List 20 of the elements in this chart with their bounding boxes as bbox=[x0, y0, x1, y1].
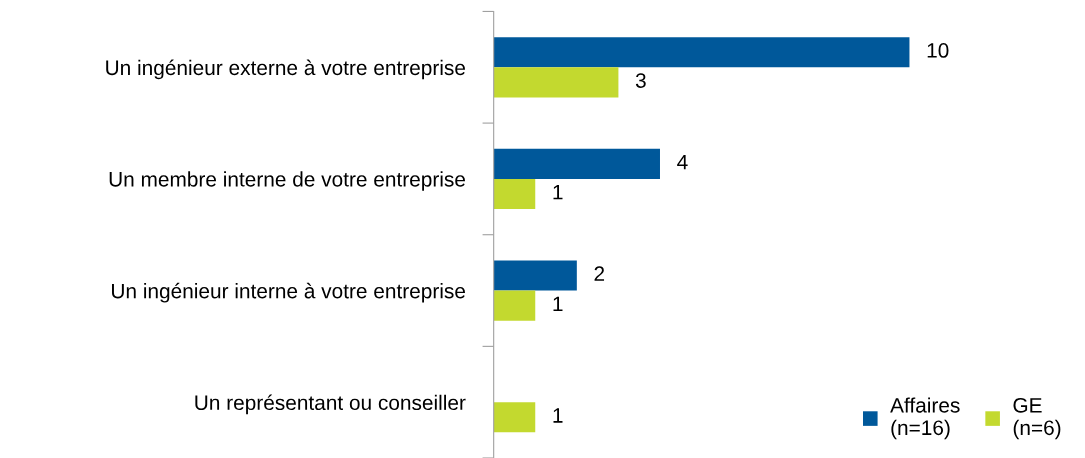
bar bbox=[493, 37, 910, 68]
y-tick-label: Un membre interne de votre entreprise bbox=[109, 171, 465, 191]
y-tick-label: Un représentant ou conseiller bbox=[195, 394, 466, 415]
y-tick-label: Un ingénieur interne à votre entreprise bbox=[112, 282, 465, 303]
data-label: 3 bbox=[635, 73, 646, 88]
bar bbox=[493, 260, 577, 291]
legend-label: Affaires (n=16) bbox=[890, 397, 960, 440]
data-label: 1 bbox=[553, 408, 563, 423]
bar bbox=[493, 67, 619, 98]
bar bbox=[493, 290, 536, 321]
data-label: 1 bbox=[553, 296, 563, 311]
data-label: 2 bbox=[594, 266, 605, 281]
bar bbox=[493, 148, 660, 179]
bar bbox=[493, 178, 536, 210]
y-tick-label: Un ingénieur externe à votre entreprise bbox=[106, 59, 465, 80]
data-label: 1 bbox=[553, 185, 563, 200]
data-label: 4 bbox=[677, 154, 688, 170]
legend-label: GE (n=6) bbox=[1013, 397, 1061, 440]
bar bbox=[493, 402, 536, 433]
data-label: 10 bbox=[927, 43, 949, 58]
